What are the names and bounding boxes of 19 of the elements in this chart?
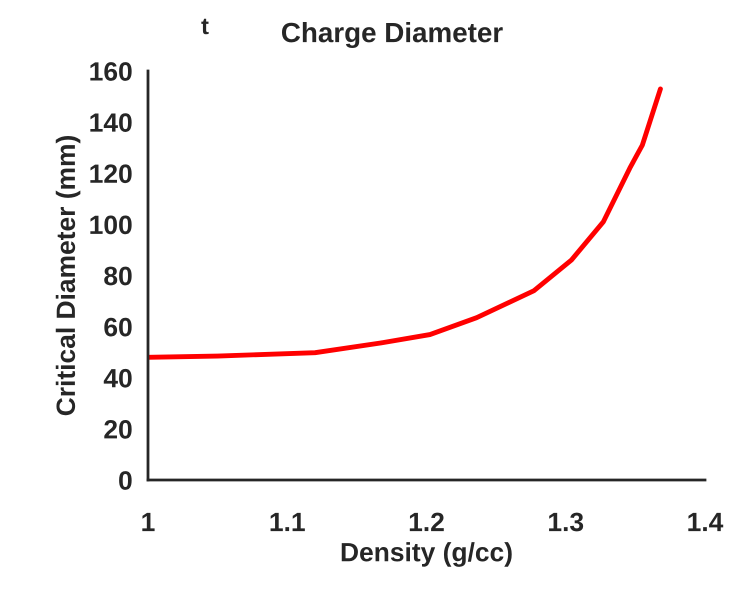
- y-tick-label: 140: [90, 113, 132, 132]
- y-tick-label: 80: [104, 266, 132, 286]
- x-tick-label: 1.1: [270, 512, 305, 532]
- x-axis-title: Density (g/cc): [342, 542, 512, 567]
- chart-title: Charge Diameter: [282, 22, 503, 48]
- line-series: [148, 86, 663, 360]
- x-tick-label: 1.2: [410, 512, 444, 532]
- y-tick-label: 120: [90, 164, 132, 184]
- y-tick-label: 60: [104, 318, 132, 336]
- x-tick-label: 1: [142, 512, 155, 532]
- y-tick-label: 20: [104, 420, 132, 439]
- x-tick-label: 1.3: [549, 512, 584, 532]
- text: t: [201, 18, 209, 34]
- y-axis-title: Critical Diameter (mm): [56, 136, 80, 416]
- x-tick-label: 1.4: [688, 512, 724, 532]
- y-tick-label: 160: [90, 62, 132, 81]
- y-tick-label: 0: [119, 471, 132, 490]
- y-tick-label: 100: [90, 216, 132, 234]
- y-tick-label: 40: [104, 368, 132, 388]
